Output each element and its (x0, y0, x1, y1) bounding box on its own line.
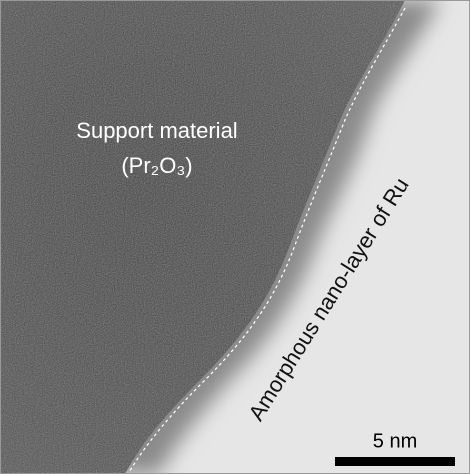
formula-label: (Pr₂O₃) (121, 153, 192, 178)
micrograph: Support material (Pr₂O₃) Amorphous nano-… (0, 0, 470, 474)
scale-bar (335, 457, 455, 466)
scale-label: 5 nm (373, 430, 417, 452)
material-label: Support material (76, 118, 237, 143)
page: Support material (Pr₂O₃) Amorphous nano-… (0, 0, 470, 474)
